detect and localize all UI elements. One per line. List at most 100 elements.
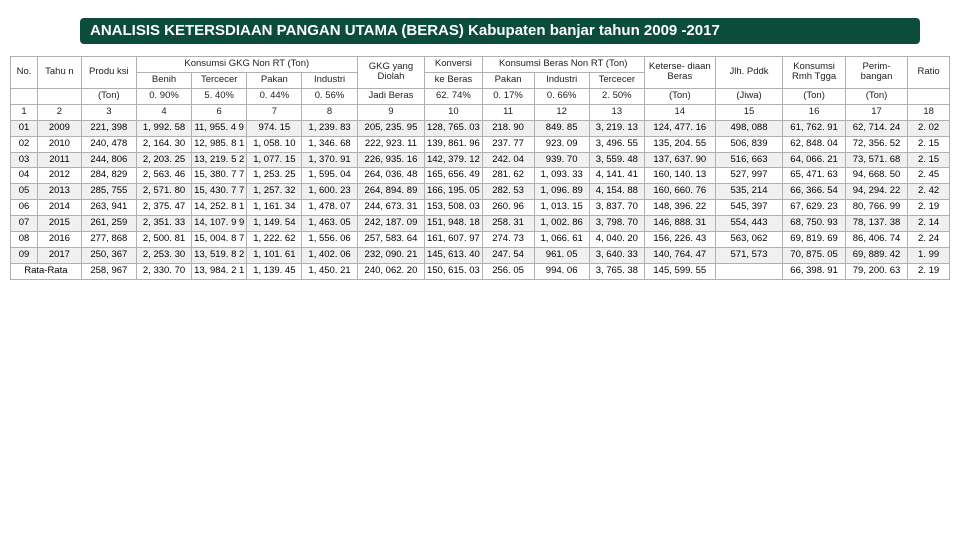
col-num: 9: [357, 104, 425, 120]
th-b-pakan: Pakan: [482, 72, 534, 88]
cell: 247. 54: [482, 248, 534, 264]
sub-perim: (Ton): [845, 88, 907, 104]
cell: 04: [11, 168, 38, 184]
cell: 135, 204. 55: [644, 136, 715, 152]
col-num: 13: [589, 104, 644, 120]
cell: 61, 762. 91: [783, 120, 845, 136]
cell: 1, 450. 21: [302, 263, 357, 279]
cell: 94, 294. 22: [845, 184, 907, 200]
th-ratio: Ratio: [908, 57, 950, 89]
cell: 1, 239. 83: [302, 120, 357, 136]
cell: 244, 806: [81, 152, 136, 168]
sub-pakan: 0. 44%: [247, 88, 302, 104]
cell: 3, 496. 55: [589, 136, 644, 152]
th-kons-rmh: Konsumsi Rmh Tgga: [783, 57, 845, 89]
table-row: 042012284, 8292, 563. 4615, 380. 7 71, 2…: [11, 168, 950, 184]
cell: 2, 253. 30: [136, 248, 191, 264]
cell: 1, 058. 10: [247, 136, 302, 152]
col-num: 3: [81, 104, 136, 120]
cell: 282. 53: [482, 184, 534, 200]
cell: 237. 77: [482, 136, 534, 152]
cell: 78, 137. 38: [845, 216, 907, 232]
page-title: ANALISIS KETERSDIAAN PANGAN UTAMA (BERAS…: [90, 22, 720, 39]
cell: 145, 613. 40: [425, 248, 482, 264]
th-no: No.: [11, 57, 38, 89]
col-num: 4: [136, 104, 191, 120]
cell: 66, 366. 54: [783, 184, 845, 200]
cell: 1, 346. 68: [302, 136, 357, 152]
cell: 140, 764. 47: [644, 248, 715, 264]
cell: 563, 062: [715, 232, 783, 248]
cell: 2012: [38, 168, 82, 184]
cell: 2. 42: [908, 184, 950, 200]
cell: 284, 829: [81, 168, 136, 184]
cell: 258, 967: [81, 263, 136, 279]
col-num: 15: [715, 104, 783, 120]
table-head: No. Tahu n Produ ksi Konsumsi GKG Non RT…: [11, 57, 950, 121]
cell: 545, 397: [715, 200, 783, 216]
cell: 124, 477. 16: [644, 120, 715, 136]
cell: 08: [11, 232, 38, 248]
header-area: ANALISIS KETERSDIAAN PANGAN UTAMA (BERAS…: [0, 0, 960, 56]
th-ketersediaan: Keterse- diaan Beras: [644, 57, 715, 89]
cell: 3, 837. 70: [589, 200, 644, 216]
cell: 2. 02: [908, 120, 950, 136]
cell: 1, 463. 05: [302, 216, 357, 232]
th-pakan: Pakan: [247, 72, 302, 88]
table-row: 032011244, 8062, 203. 2513, 219. 5 21, 0…: [11, 152, 950, 168]
cell: 15, 430. 7 7: [192, 184, 247, 200]
th-perimbangan: Perim- bangan: [845, 57, 907, 89]
cell: 79, 200. 63: [845, 263, 907, 279]
cell: 4, 141. 41: [589, 168, 644, 184]
cell: 232, 090. 21: [357, 248, 425, 264]
cell: 66, 398. 91: [783, 263, 845, 279]
cell: 242. 04: [482, 152, 534, 168]
cell: 498, 088: [715, 120, 783, 136]
col-num: 14: [644, 104, 715, 120]
table-container: No. Tahu n Produ ksi Konsumsi GKG Non RT…: [0, 56, 960, 290]
avg-row: Rata-Rata258, 9672, 330. 7013, 984. 2 11…: [11, 263, 950, 279]
cell: 15, 004. 8 7: [192, 232, 247, 248]
cell: 1, 013. 15: [534, 200, 589, 216]
cell: 1, 253. 25: [247, 168, 302, 184]
cell: 4, 154. 88: [589, 184, 644, 200]
cell: 68, 750. 93: [783, 216, 845, 232]
avg-label: Rata-Rata: [11, 263, 82, 279]
cell: 03: [11, 152, 38, 168]
cell: 974. 15: [247, 120, 302, 136]
cell: 165, 656. 49: [425, 168, 482, 184]
cell: 128, 765. 03: [425, 120, 482, 136]
table-body: 012009221, 3981, 992. 5811, 955. 4 9974.…: [11, 120, 950, 279]
cell: 137, 637. 90: [644, 152, 715, 168]
col-num: 8: [302, 104, 357, 120]
cell: 285, 755: [81, 184, 136, 200]
sub-bindustri: 0. 66%: [534, 88, 589, 104]
cell: 65, 471. 63: [783, 168, 845, 184]
cell: 62, 714. 24: [845, 120, 907, 136]
cell: 506, 839: [715, 136, 783, 152]
cell: 222, 923. 11: [357, 136, 425, 152]
cell: 250, 367: [81, 248, 136, 264]
col-num: 2: [38, 104, 82, 120]
cell: 145, 599. 55: [644, 263, 715, 279]
cell: 221, 398: [81, 120, 136, 136]
cell: 148, 396. 22: [644, 200, 715, 216]
sub-blank2: [38, 88, 82, 104]
cell: 2, 351. 33: [136, 216, 191, 232]
cell: 09: [11, 248, 38, 264]
cell: 1, 066. 61: [534, 232, 589, 248]
cell: 240, 062. 20: [357, 263, 425, 279]
cell: 161, 607. 97: [425, 232, 482, 248]
col-num: 11: [482, 104, 534, 120]
cell: 554, 443: [715, 216, 783, 232]
cell: 261, 259: [81, 216, 136, 232]
cell: 1, 096. 89: [534, 184, 589, 200]
cell: 1. 99: [908, 248, 950, 264]
cell: 151, 948. 18: [425, 216, 482, 232]
cell: 205, 235. 95: [357, 120, 425, 136]
cell: 2. 15: [908, 136, 950, 152]
cell: 86, 406. 74: [845, 232, 907, 248]
th-konversi: Konversi: [425, 57, 482, 73]
col-num: 6: [192, 104, 247, 120]
cell: 2. 45: [908, 168, 950, 184]
